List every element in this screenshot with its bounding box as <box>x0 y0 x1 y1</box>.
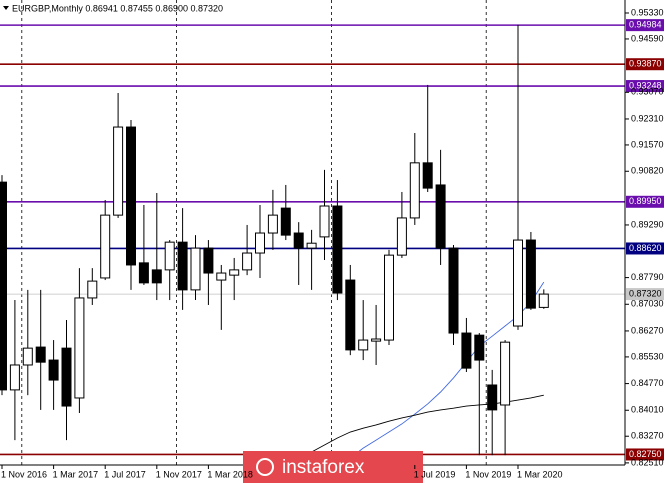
candle-body <box>177 241 188 291</box>
y-tick-label: 0.91570 <box>631 139 664 149</box>
menu-arrow[interactable] <box>3 6 9 10</box>
candle-body <box>242 252 253 271</box>
level-label-box <box>626 58 664 71</box>
current-price-box <box>626 288 664 301</box>
candle-body <box>319 205 330 238</box>
x-tick-label: 1 Mar 2020 <box>517 469 563 479</box>
level-label-box <box>626 19 664 32</box>
y-tick-label: 0.89290 <box>631 219 664 229</box>
y-tick-label: 0.83270 <box>631 431 664 441</box>
level-label-box <box>626 448 664 461</box>
level-label: 0.89950 <box>629 196 662 206</box>
candle-body <box>87 280 98 299</box>
candle-body <box>409 162 420 219</box>
candle-body <box>203 247 214 274</box>
candle-body <box>384 254 394 341</box>
plot-area <box>0 0 625 465</box>
x-tick-label: 1 Jul 2017 <box>104 469 146 479</box>
candle-body <box>280 207 291 236</box>
level-label: 0.94984 <box>629 20 662 30</box>
level-label-box <box>626 195 664 208</box>
level-label-box <box>626 80 664 93</box>
y-tick-label: 0.90820 <box>631 166 664 176</box>
candle-body <box>255 232 265 254</box>
y-tick-label: 0.95330 <box>631 7 664 17</box>
y-tick-label: 0.84010 <box>631 405 664 415</box>
level-label: 0.93248 <box>629 80 662 90</box>
x-tick-label: 1 Jul 2019 <box>414 469 456 479</box>
candle-body <box>0 181 7 391</box>
candle-body <box>61 347 72 407</box>
x-tick-label: 1 Nov 2016 <box>1 469 47 479</box>
candle-body <box>126 126 136 266</box>
x-tick-label: 1 Nov 2017 <box>156 469 202 479</box>
y-tick-label: 0.82510 <box>631 457 664 467</box>
candle-body <box>229 269 240 276</box>
candle-body <box>293 232 304 249</box>
candle-body <box>358 339 369 351</box>
candle-body <box>9 364 20 391</box>
level-label: 0.82750 <box>629 449 662 459</box>
watermark-text: instaforex <box>282 457 365 478</box>
candle-body <box>164 241 175 271</box>
candle-body <box>448 247 459 334</box>
candle-body <box>35 346 46 363</box>
y-tick-label: 0.92310 <box>631 113 664 123</box>
candle-body <box>513 239 523 327</box>
candle-body <box>48 359 59 381</box>
candle-body <box>332 205 343 294</box>
candle-body <box>113 126 124 216</box>
chart-header: EURGBP,Monthly 0.86941 0.87455 0.86900 0… <box>12 3 223 13</box>
candle-body <box>74 297 85 399</box>
candle-body <box>461 332 472 369</box>
candle-body <box>538 293 549 308</box>
candle-body <box>396 217 407 256</box>
y-tick-label: 0.93070 <box>631 87 664 97</box>
candle-body <box>371 338 382 342</box>
candle-body <box>487 384 498 411</box>
y-tick-label: 0.87030 <box>631 299 664 309</box>
candle-body <box>151 269 162 284</box>
level-label: 0.88620 <box>629 243 662 253</box>
y-tick-label: 0.85530 <box>631 351 664 361</box>
candle-body <box>435 184 446 249</box>
y-tick-label: 0.87790 <box>631 272 664 282</box>
candle-body <box>306 242 317 249</box>
candle-body <box>500 341 511 406</box>
y-tick-label: 0.86270 <box>631 325 664 335</box>
candle-body <box>422 162 433 189</box>
x-tick-label: 1 Mar 2017 <box>53 469 99 479</box>
candle-body <box>22 347 33 366</box>
moving-average <box>350 281 545 459</box>
candle-body <box>190 247 201 291</box>
candle-body <box>216 272 227 281</box>
candle-body <box>525 239 536 309</box>
current-price-label: 0.87320 <box>629 288 662 298</box>
candle-body <box>345 279 356 351</box>
y-tick-label: 0.94590 <box>631 33 664 43</box>
level-label: 0.93870 <box>629 59 662 69</box>
x-tick-label: 1 Mar 2018 <box>207 469 253 479</box>
overlay: 0.94984 0.93870 0.93248 0.89950 0.88620 0.827… <box>243 19 664 483</box>
candle-body <box>100 214 111 279</box>
candle-body <box>138 262 149 284</box>
level-label-box <box>626 242 664 255</box>
watermark-logo <box>256 458 274 476</box>
candle-body <box>267 214 278 234</box>
y-tick-label: 0.84770 <box>631 378 664 388</box>
x-tick-label: 1 Nov 2019 <box>465 469 511 479</box>
candle-body <box>474 334 485 361</box>
